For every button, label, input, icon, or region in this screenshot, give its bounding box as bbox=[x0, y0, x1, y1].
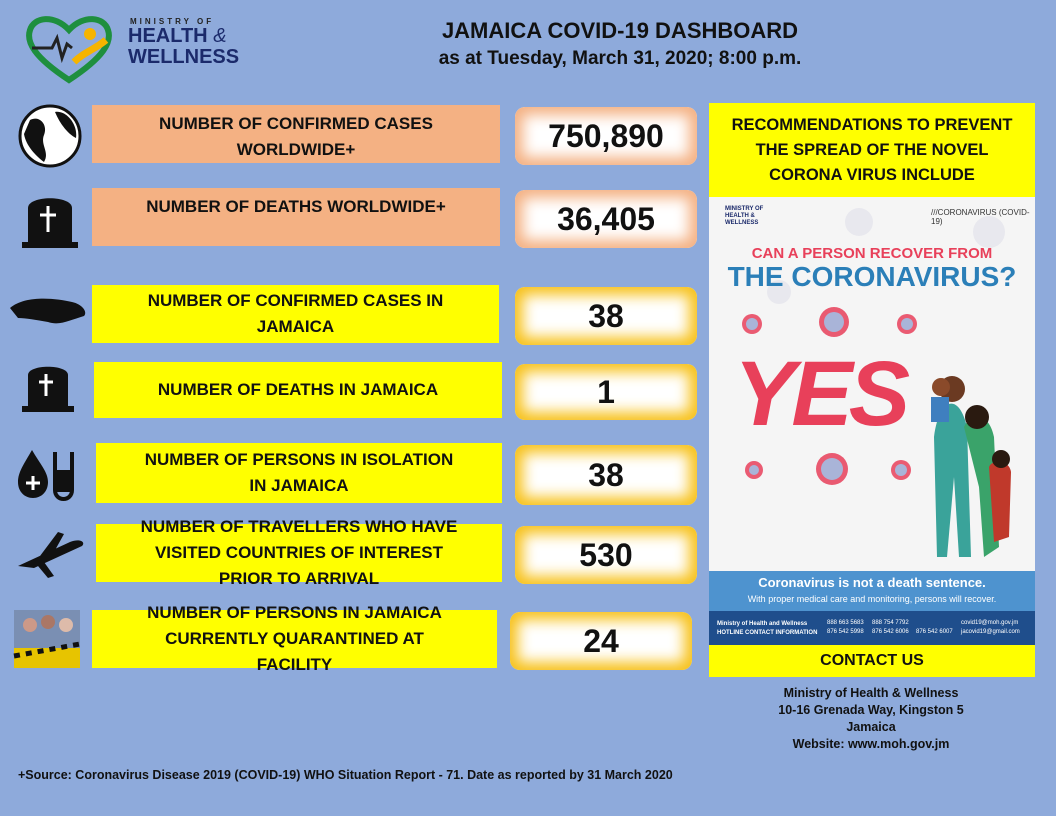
poster-answer: YES bbox=[734, 343, 910, 445]
logo-text: MINISTRY OF bbox=[130, 17, 215, 26]
poster-contact: Ministry of Health and Wellness HOTLINE C… bbox=[717, 620, 817, 638]
stat-value: 24 bbox=[510, 612, 692, 670]
poster-text: Ministry of Health and Wellness bbox=[717, 621, 808, 627]
recommendation-title: RECOMMENDATIONS TO PREVENT THE SPREAD OF… bbox=[731, 116, 1013, 184]
stat-value: 750,890 bbox=[515, 107, 697, 165]
stat-value: 530 bbox=[515, 526, 697, 584]
poster-phone: 876 542 6007 bbox=[916, 629, 953, 635]
poster-band bbox=[709, 571, 1035, 611]
poster-text: HOTLINE CONTACT INFORMATION bbox=[717, 630, 818, 636]
title: JAMAICA COVID-19 DASHBOARD bbox=[441, 18, 799, 43]
stat-label: NUMBER OF DEATHS WORLDWIDE+ bbox=[92, 188, 500, 246]
contact-box bbox=[709, 645, 1035, 677]
poster-text: MINISTRY OF bbox=[725, 206, 764, 212]
poster-question: CAN A PERSON RECOVER FROM bbox=[751, 245, 993, 262]
contact-line: Website: www.moh.gov.jm bbox=[792, 737, 950, 751]
poster-submessage: With proper medical care and monitoring,… bbox=[747, 594, 997, 604]
stat-label: NUMBER OF CONFIRMED CASES IN JAMAICA bbox=[92, 285, 499, 343]
stat-value: 36,405 bbox=[515, 190, 697, 248]
stat-value: 1 bbox=[515, 364, 697, 420]
poster-text: HEALTH & bbox=[725, 213, 755, 219]
recommendation-box bbox=[709, 103, 1035, 197]
logo-heart bbox=[26, 16, 112, 84]
poster-art bbox=[742, 208, 1011, 557]
poster-phone: 888 754 7792 bbox=[872, 620, 909, 626]
poster-text: WELLNESS bbox=[725, 220, 759, 226]
contact-title: CONTACT US bbox=[820, 652, 924, 669]
contact-info: Ministry of Health & Wellness 10-16 Gren… bbox=[740, 685, 1002, 753]
logo-text: & bbox=[213, 25, 227, 47]
contact-line: 10-16 Grenada Way, Kingston 5 bbox=[778, 703, 964, 717]
poster: MINISTRY OF HEALTH & WELLNESS ///CORONAVIR… bbox=[709, 197, 1035, 647]
stat-label: NUMBER OF PERSONS IN ISOLATION IN JAMAIC… bbox=[96, 443, 502, 503]
contact-line: Ministry of Health & Wellness bbox=[783, 686, 959, 700]
poster-phone: 888 663 5683 bbox=[827, 620, 864, 626]
poster-phone: 876 542 6006 bbox=[872, 629, 909, 635]
row-icons bbox=[10, 104, 86, 668]
stat-label: NUMBER OF TRAVELLERS WHO HAVE VISITED CO… bbox=[96, 517, 502, 588]
stat-label: NUMBER OF DEATHS IN JAMAICA bbox=[94, 362, 502, 418]
stat-value: 38 bbox=[515, 445, 697, 505]
logo-text: HEALTH & bbox=[128, 26, 227, 46]
stat-value: 38 bbox=[515, 287, 697, 345]
logo-text: WELLNESS bbox=[128, 46, 240, 68]
poster-contact-band bbox=[709, 611, 1035, 647]
poster-tag: ///CORONAVIRUS (COVID-19) bbox=[931, 208, 1030, 226]
contact-line: Jamaica bbox=[846, 720, 896, 734]
poster-phone: covid19@moh.gov.jm bbox=[961, 620, 1019, 626]
poster-message: Coronavirus is not a death sentence. bbox=[758, 575, 986, 590]
poster-phone: jacovid19@gmail.com bbox=[961, 629, 1020, 635]
footnote: +Source: Coronavirus Disease 2019 (COVID… bbox=[18, 768, 673, 782]
poster-logo: MINISTRY OF HEALTH & WELLNESS bbox=[725, 206, 763, 227]
stat-label: NUMBER OF CONFIRMED CASES WORLDWIDE+ bbox=[92, 105, 500, 163]
stat-label: NUMBER OF PERSONS IN JAMAICA CURRENTLY Q… bbox=[92, 603, 497, 674]
subtitle: as at Tuesday, March 31, 2020; 8:00 p.m. bbox=[438, 48, 802, 69]
poster-heading: THE CORONAVIRUS? bbox=[727, 261, 1017, 292]
poster-phone: 876 542 5998 bbox=[827, 629, 864, 635]
logo-text: HEALTH bbox=[128, 25, 208, 47]
